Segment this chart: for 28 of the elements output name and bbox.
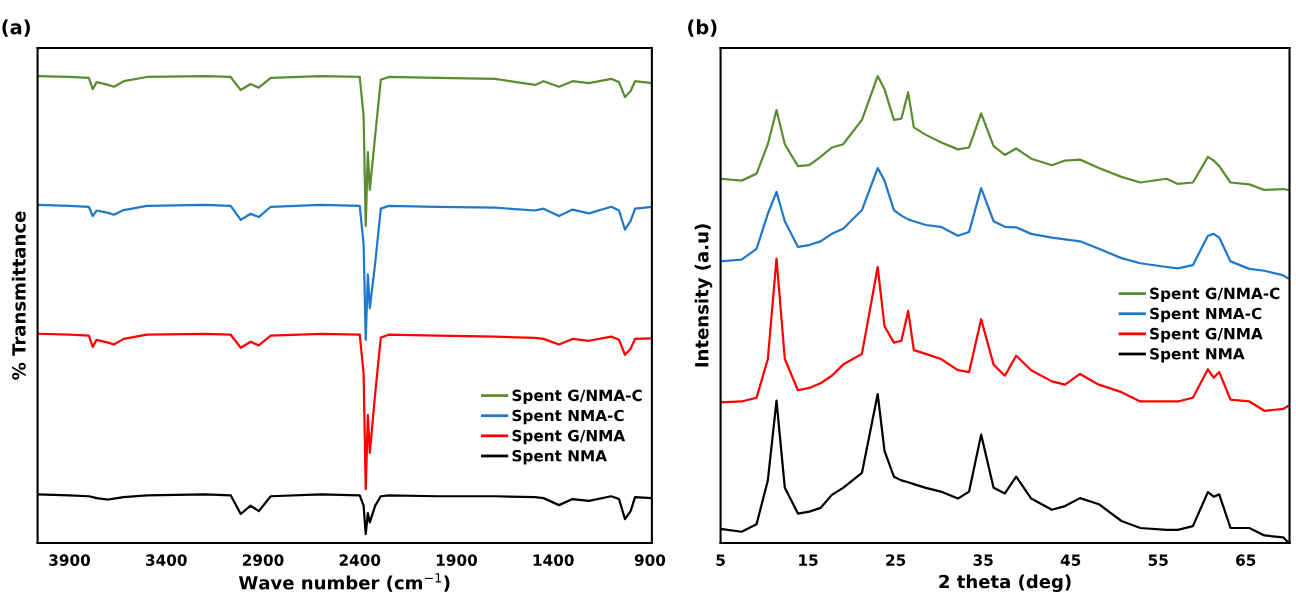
x-axis-title: 2 theta (deg)	[939, 574, 1071, 593]
x-tick-label: 2400	[339, 554, 381, 566]
x-tick-label: 3400	[146, 554, 187, 566]
x-tick-label: 5	[716, 554, 725, 566]
x-tick-label: 45	[1060, 554, 1081, 566]
legend-label: Spent NMA-C	[512, 409, 624, 425]
x-tick-label: 1900	[436, 554, 477, 566]
legend-label: Spent NMA	[1150, 348, 1245, 363]
x-tick-label: 3900	[49, 554, 91, 566]
x-tick-label: 25	[886, 554, 906, 566]
chart-title: (a)	[2, 19, 30, 37]
x-tick-label: 35	[973, 554, 993, 566]
x-axis-title: Wave number (cm$^{−1}$)	[238, 573, 450, 592]
legend-label: Spent G/NMA	[1150, 327, 1263, 343]
legend-label: Spent NMA	[512, 449, 607, 465]
y-axis-title: Intensity (a.u)	[694, 224, 713, 367]
x-tick-label: 65	[1236, 554, 1256, 566]
x-tick-label: 55	[1148, 554, 1168, 566]
legend-label: Spent NMA-C	[1150, 307, 1262, 323]
x-tick-label: 15	[799, 554, 818, 566]
chart-title: (b)	[688, 19, 717, 37]
x-tick-label: 2900	[242, 554, 284, 566]
legend-label: Spent G/NMA	[512, 429, 626, 445]
y-axis-title: % Transmittance	[11, 211, 26, 380]
legend-label: Spent G/NMA-C	[512, 389, 642, 405]
x-tick-label: 900	[634, 554, 666, 566]
x-tick-label: 1400	[533, 554, 574, 566]
legend-label: Spent G/NMA-C	[1150, 287, 1280, 303]
